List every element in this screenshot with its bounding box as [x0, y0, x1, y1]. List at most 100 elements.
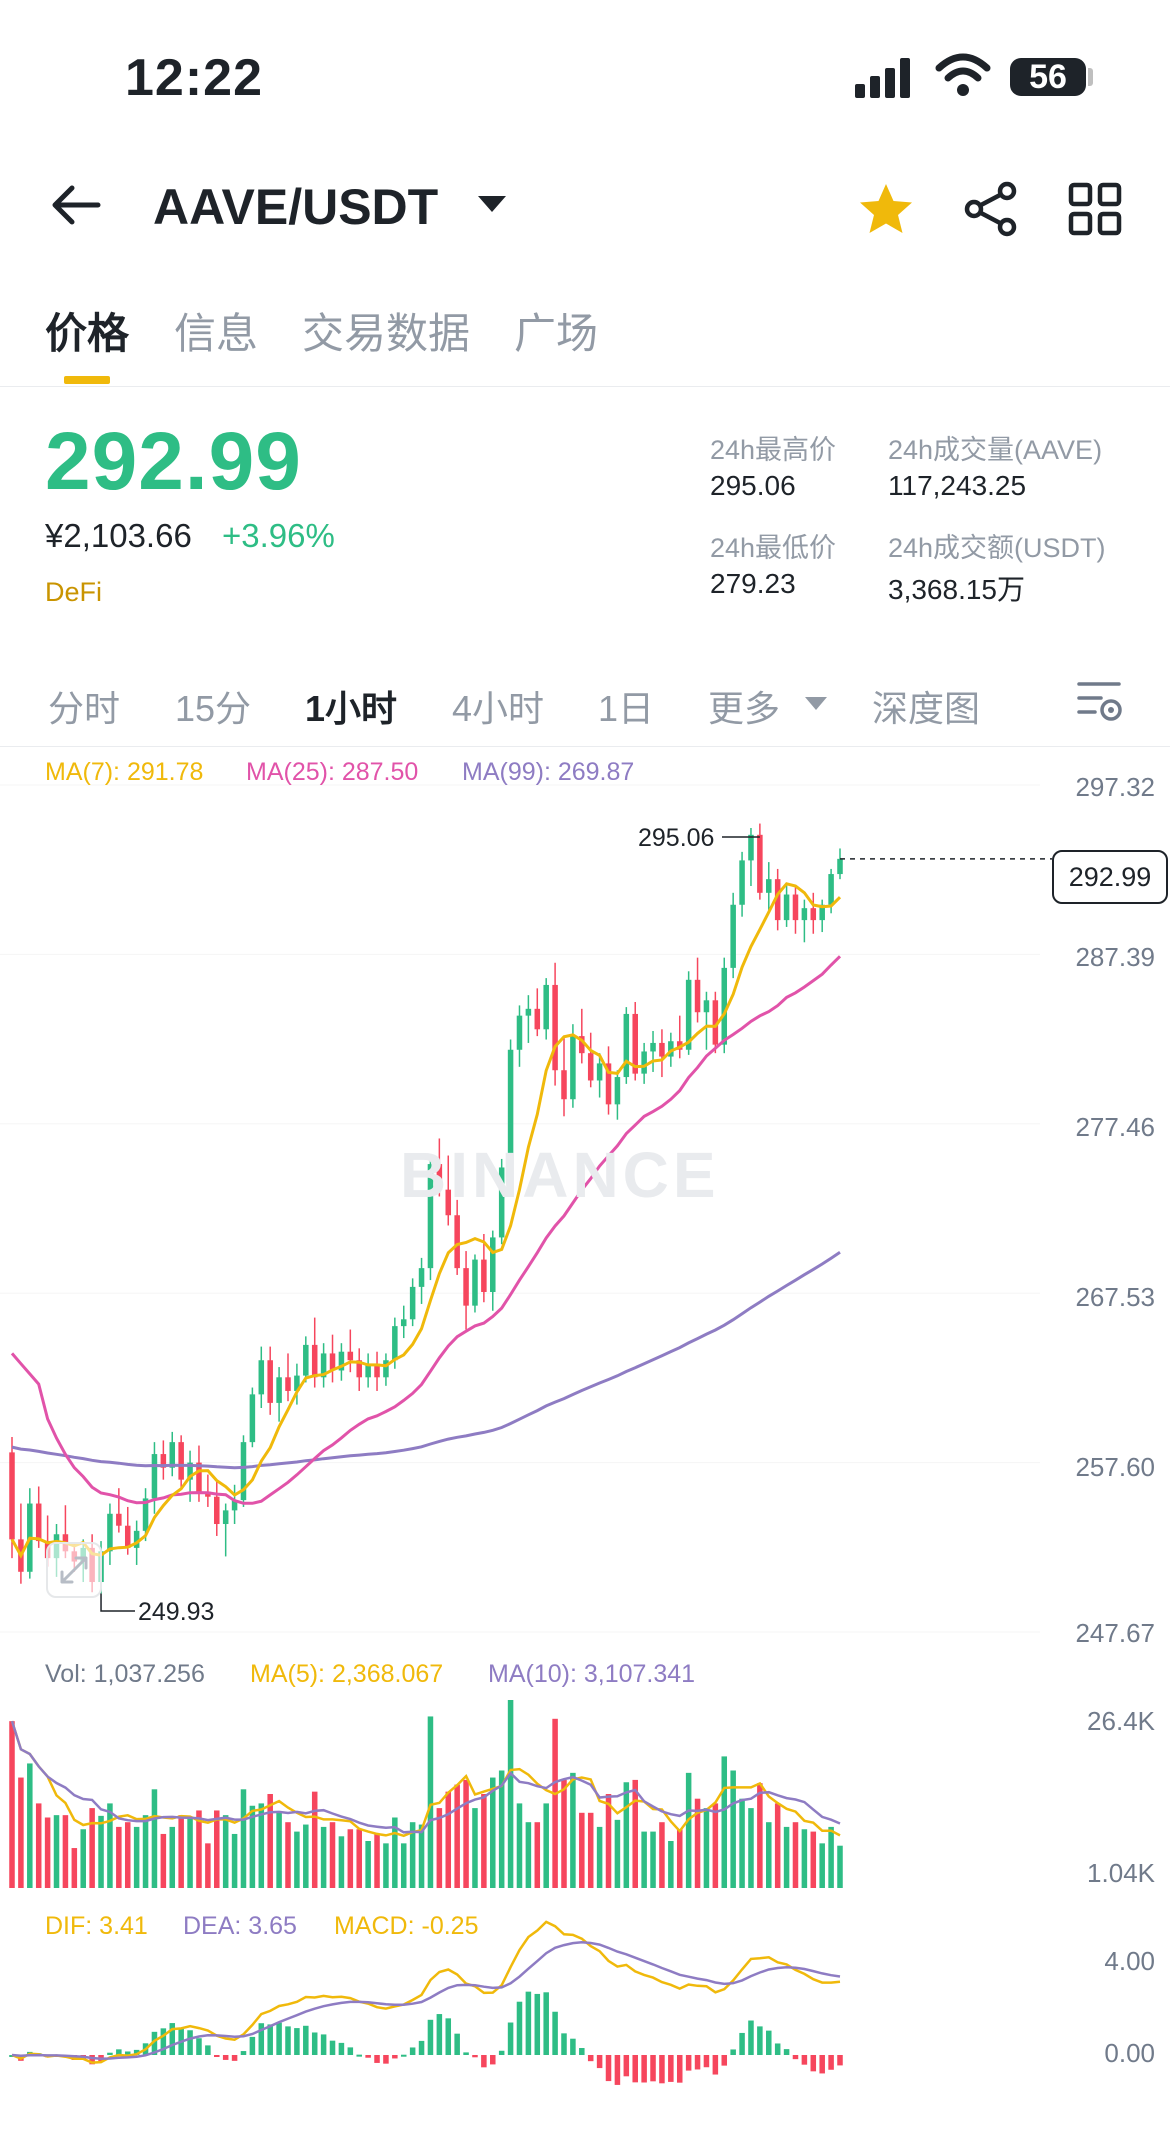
volume-bar	[712, 1803, 719, 1888]
macd-histogram-bar	[267, 2024, 273, 2055]
candle-body	[596, 1063, 603, 1081]
interval-more[interactable]: 更多	[708, 688, 781, 729]
interval-1h[interactable]: 1小时	[305, 688, 398, 729]
interval-1d[interactable]: 1日	[598, 688, 655, 729]
macd-histogram-bar	[151, 2031, 158, 2055]
macd-histogram-bar	[587, 2055, 594, 2062]
candle-body	[757, 834, 763, 893]
share-icon[interactable]	[962, 180, 1020, 238]
pair-title[interactable]: AAVE/USDT	[153, 179, 439, 235]
last-price-tag[interactable]: 292.99	[1052, 850, 1168, 904]
volume-bar	[400, 1843, 407, 1888]
volume-bar	[427, 1716, 434, 1888]
volume-bar	[632, 1779, 638, 1888]
macd-histogram-bar	[160, 2028, 167, 2055]
interval-timeshare[interactable]: 分时	[48, 688, 121, 729]
volume-bar	[561, 1779, 567, 1888]
volume-bar	[516, 1803, 523, 1888]
volume-bar	[347, 1829, 354, 1888]
macd-histogram-bar	[507, 2022, 514, 2055]
candle-body	[472, 1259, 478, 1306]
tab-price[interactable]: 价格	[45, 310, 130, 357]
volume-bar	[739, 1798, 745, 1888]
volume-bar	[454, 1784, 460, 1888]
favorite-star-icon[interactable]	[856, 180, 916, 238]
tab-info[interactable]: 信息	[174, 310, 259, 357]
volume-bar	[18, 1777, 24, 1888]
candle-body	[276, 1377, 282, 1403]
macd-histogram-bar	[329, 2040, 336, 2055]
tab-square[interactable]: 广场	[514, 310, 599, 357]
volume-bar	[694, 1798, 701, 1888]
volume-bar	[231, 1833, 238, 1888]
fullscreen-expand-icon[interactable]	[46, 1542, 102, 1598]
volume-bar	[124, 1822, 131, 1888]
volume-bar	[792, 1822, 799, 1888]
stat-volume-value: 117,243.25	[888, 470, 1027, 501]
more-caret-icon[interactable]	[805, 697, 827, 710]
volume-bar	[62, 1815, 69, 1888]
volume-bar	[481, 1794, 487, 1888]
volume-bar	[303, 1824, 309, 1888]
depth-chart-tab[interactable]: 深度图	[872, 688, 981, 729]
chart-settings-icon[interactable]	[1075, 678, 1125, 726]
volume-bar	[570, 1772, 576, 1888]
tab-trading-data[interactable]: 交易数据	[302, 310, 471, 357]
volume-bar	[605, 1794, 612, 1888]
macd-histogram-bar	[356, 2054, 362, 2057]
candle-body	[303, 1344, 309, 1376]
category-tag[interactable]: DeFi	[45, 577, 103, 607]
volume-bar	[721, 1756, 728, 1888]
pair-dropdown-caret-icon[interactable]	[478, 196, 506, 212]
volume-bar	[383, 1843, 389, 1888]
volume-bar	[552, 1718, 558, 1888]
macd-histogram-bar	[694, 2055, 701, 2070]
volume-bar	[659, 1822, 665, 1888]
stat-high-value: 295.06	[710, 470, 796, 501]
volume-bar	[311, 1791, 318, 1888]
macd-histogram-bar	[347, 2047, 354, 2055]
candle-body	[445, 1189, 452, 1216]
volume-bar	[285, 1822, 291, 1888]
volume-bar	[294, 1831, 300, 1888]
volume-bar	[80, 1829, 86, 1888]
macd-axis-label: 4.00	[1104, 1946, 1155, 1976]
interval-15m[interactable]: 15分	[175, 688, 252, 729]
back-arrow-icon[interactable]	[48, 180, 104, 230]
price-axis-label: 267.53	[1075, 1282, 1155, 1312]
volume-bar	[730, 1770, 736, 1888]
volume-bar	[525, 1822, 532, 1888]
volume-axis-label: 1.04K	[1087, 1858, 1155, 1888]
candle-body	[507, 1049, 514, 1168]
candle-body	[142, 1498, 149, 1531]
candle-body	[222, 1510, 229, 1525]
macd-histogram-bar	[498, 2050, 505, 2055]
low-marker-leader	[100, 1593, 135, 1612]
macd-histogram-bar	[481, 2055, 487, 2068]
candle-body	[285, 1377, 291, 1391]
volume-bar	[320, 1826, 327, 1888]
interval-4h[interactable]: 4小时	[452, 688, 545, 729]
candle-body	[160, 1454, 167, 1468]
stat-low-label: 24h最低价	[710, 533, 837, 563]
volume-bar	[623, 1782, 630, 1888]
volume-bar	[329, 1822, 336, 1888]
candle-body	[383, 1360, 389, 1378]
volume-bar	[160, 1833, 167, 1888]
candle-body	[392, 1326, 398, 1361]
volume-bar	[98, 1815, 104, 1888]
volume-bar	[169, 1826, 176, 1888]
candle-body	[525, 1008, 532, 1016]
expand-arrows-icon	[60, 1556, 88, 1584]
apps-grid-icon[interactable]	[1068, 182, 1122, 236]
macd-histogram-bar	[783, 2049, 790, 2055]
macd-histogram-bar	[641, 2055, 647, 2083]
macd-histogram-bar	[365, 2055, 371, 2058]
wifi-icon	[935, 53, 991, 96]
volume-bar	[418, 1824, 425, 1888]
price-change-percent: +3.96%	[222, 517, 335, 554]
volume-bar	[178, 1815, 184, 1888]
high-marker-label: 295.06	[638, 824, 715, 852]
candle-body	[124, 1525, 131, 1548]
